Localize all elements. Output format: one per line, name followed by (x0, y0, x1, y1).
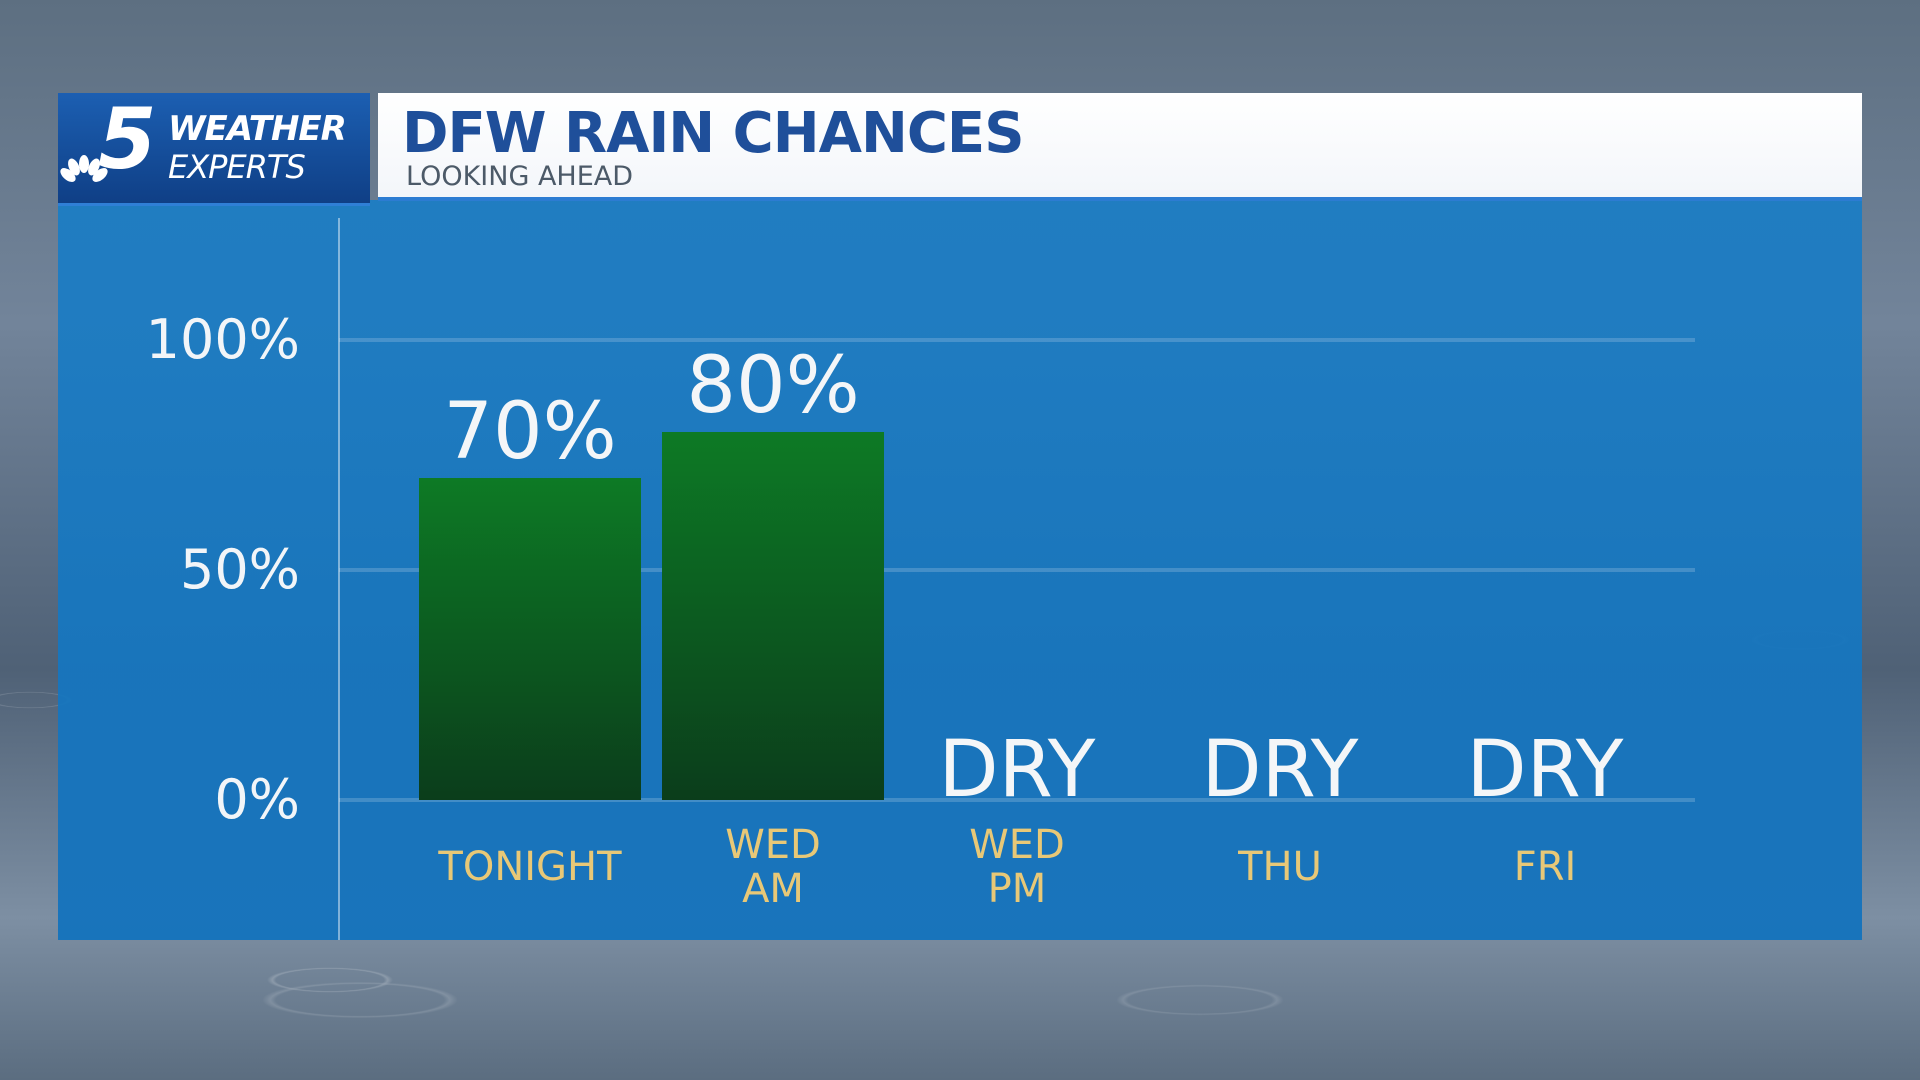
category-label: PM (988, 866, 1047, 912)
category-label: TONIGHT (437, 844, 622, 890)
category-label: FRI (1514, 844, 1577, 890)
category-label: AM (742, 866, 804, 912)
y-tick-label: 50% (180, 538, 300, 601)
category-label: WED (725, 822, 821, 868)
logo-number: 5 (98, 90, 157, 188)
page-title: DFW RAIN CHANCES (402, 101, 1025, 166)
value-label: 70% (443, 387, 616, 477)
dry-label: DRY (1202, 725, 1359, 815)
logo-experts-text: EXPERTS (168, 148, 306, 186)
title-bar: DFW RAIN CHANCES LOOKING AHEAD (378, 93, 1862, 201)
bar (662, 432, 884, 800)
station-logo: 5 WEATHER EXPERTS (58, 93, 370, 206)
value-label: 80% (686, 341, 859, 431)
chart-panel (58, 200, 1862, 940)
category-label: WED (969, 822, 1065, 868)
page-subtitle: LOOKING AHEAD (406, 161, 634, 192)
y-tick-label: 0% (214, 768, 300, 831)
y-tick-label: 100% (146, 308, 300, 371)
dry-label: DRY (1467, 725, 1624, 815)
peacock-icon (60, 155, 108, 182)
category-label: THU (1237, 844, 1322, 890)
logo-weather-text: WEATHER (168, 109, 347, 149)
dry-label: DRY (939, 725, 1096, 815)
bar (419, 478, 641, 800)
